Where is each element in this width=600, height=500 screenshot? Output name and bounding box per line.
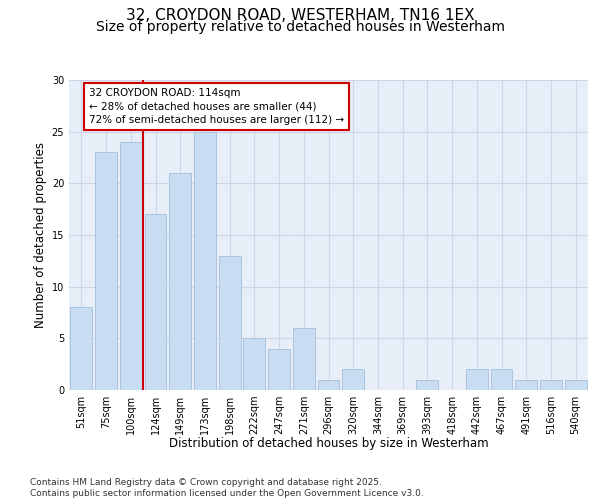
Bar (293, 328, 314, 390)
Text: 32 CROYDON ROAD: 114sqm
← 28% of detached houses are smaller (44)
72% of semi-de: 32 CROYDON ROAD: 114sqm ← 28% of detache… (89, 88, 344, 124)
Text: 32, CROYDON ROAD, WESTERHAM, TN16 1EX: 32, CROYDON ROAD, WESTERHAM, TN16 1EX (125, 8, 475, 22)
Bar (219, 256, 241, 390)
Bar (194, 132, 216, 390)
Bar (95, 152, 117, 390)
X-axis label: Distribution of detached houses by size in Westerham: Distribution of detached houses by size … (169, 437, 488, 450)
Bar (317, 380, 340, 390)
Bar (491, 370, 512, 390)
Bar (540, 380, 562, 390)
Bar (565, 380, 587, 390)
Bar (343, 370, 364, 390)
Bar (70, 308, 92, 390)
Text: Contains HM Land Registry data © Crown copyright and database right 2025.
Contai: Contains HM Land Registry data © Crown c… (30, 478, 424, 498)
Bar (120, 142, 142, 390)
Bar (244, 338, 265, 390)
Bar (145, 214, 166, 390)
Text: Size of property relative to detached houses in Westerham: Size of property relative to detached ho… (95, 20, 505, 34)
Bar (515, 380, 537, 390)
Y-axis label: Number of detached properties: Number of detached properties (34, 142, 47, 328)
Bar (416, 380, 438, 390)
Bar (268, 348, 290, 390)
Bar (169, 173, 191, 390)
Bar (466, 370, 488, 390)
